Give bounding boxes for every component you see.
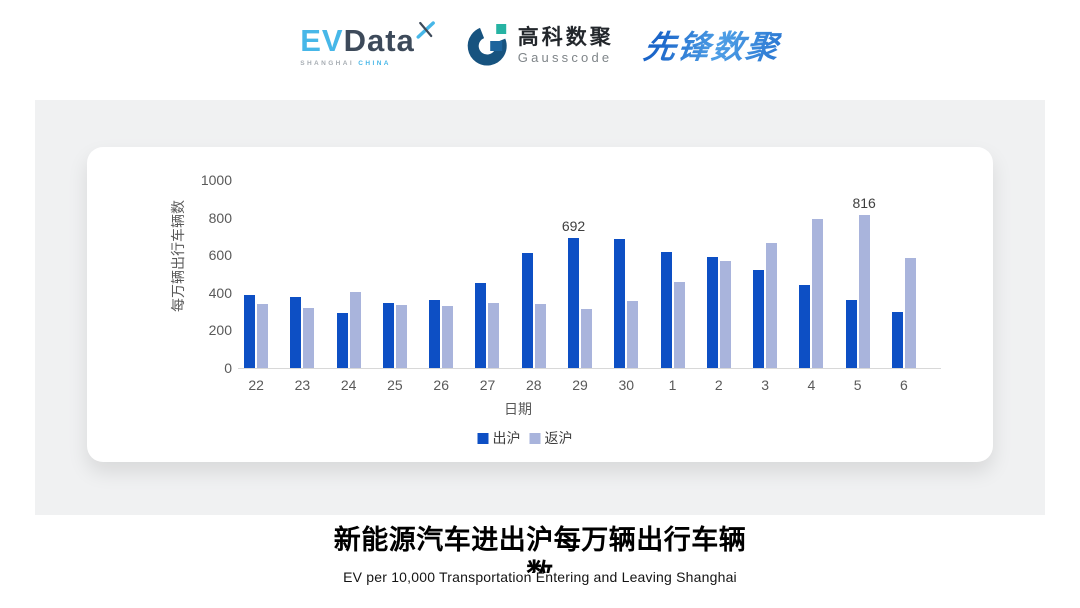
x-tick-label: 30 xyxy=(618,377,635,393)
evdata-wordmark: EV Data xyxy=(300,20,435,58)
x-axis-line xyxy=(238,368,941,369)
gausscode-g-icon xyxy=(467,24,507,66)
bar-返沪-26 xyxy=(442,305,454,368)
evdata-shanghai-text: SHANGHAI xyxy=(300,59,355,67)
bar-返沪-27 xyxy=(488,302,500,368)
legend-item-出沪: 出沪 xyxy=(477,428,521,448)
bar-返沪-2 xyxy=(719,261,731,368)
x-tick-label: 5 xyxy=(853,377,862,393)
y-tick-label: 600 xyxy=(208,247,232,264)
bar-出沪-26 xyxy=(429,299,441,368)
x-tick-label: 6 xyxy=(900,377,908,393)
gausscode-logo: 高科数聚 Gausscode xyxy=(465,23,614,67)
x-tick-label: 29 xyxy=(572,377,588,393)
legend-item-返沪: 返沪 xyxy=(529,428,573,448)
bar-出沪-2 xyxy=(706,257,718,368)
bar-返沪-28 xyxy=(534,304,546,368)
x-tick-label: 25 xyxy=(387,377,403,393)
logo-row: EV Data SHANGHAI CHINA 高科数聚 Gausscode xyxy=(300,20,783,68)
bar-返沪-22 xyxy=(257,304,269,368)
legend-label: 出沪 xyxy=(492,430,521,446)
evdata-data-text: Data xyxy=(343,22,415,58)
legend-swatch-icon xyxy=(477,432,489,444)
gausscode-text: 高科数聚 Gausscode xyxy=(518,26,614,65)
bar-出沪-4 xyxy=(799,285,811,368)
bar-出沪-5 xyxy=(845,300,857,368)
bar-出沪-25 xyxy=(382,302,394,368)
bar-出沪-27 xyxy=(475,283,487,368)
sparkle-x-icon xyxy=(416,20,435,39)
bar-出沪-30 xyxy=(614,239,626,368)
legend-label: 返沪 xyxy=(544,430,573,446)
chart-legend: 出沪 返沪 xyxy=(477,428,573,448)
x-tick-label: 22 xyxy=(248,377,264,393)
y-tick-label: 800 xyxy=(208,209,232,226)
chart-subtitle: EV per 10,000 Transportation Entering an… xyxy=(343,569,737,585)
bar-返沪-24 xyxy=(349,292,361,368)
bar-返沪-1 xyxy=(673,282,685,368)
bar-返沪-6 xyxy=(904,257,916,368)
bar-返沪-5 xyxy=(858,214,870,368)
bar-出沪-28 xyxy=(521,252,533,368)
evdata-china-text: CHINA xyxy=(358,59,391,67)
evdata-subtext: SHANGHAI CHINA xyxy=(300,60,391,67)
xianfeng-logo: 先锋数聚 xyxy=(641,22,783,68)
y-tick-label: 0 xyxy=(224,360,232,376)
x-tick-label: 26 xyxy=(433,377,449,393)
x-axis-title: 日期 xyxy=(504,401,532,417)
evdata-logo: EV Data SHANGHAI CHINA xyxy=(300,20,435,67)
x-tick-label: 1 xyxy=(668,377,677,393)
bar-出沪-1 xyxy=(660,252,672,368)
bar-返沪-29 xyxy=(581,308,593,368)
x-tick-label: 3 xyxy=(761,377,769,393)
evdata-ev-text: EV xyxy=(300,22,344,58)
y-axis-title: 每万辆出行车辆数 xyxy=(170,200,186,312)
x-tick-label: 4 xyxy=(807,377,816,393)
value-label-692: 692 xyxy=(561,217,586,234)
value-label-816: 816 xyxy=(852,194,876,211)
bar-返沪-30 xyxy=(627,301,639,368)
x-tick-label: 27 xyxy=(479,377,496,393)
chart-main-title: 新能源汽车进出沪每万辆出行车辆数 xyxy=(333,525,747,573)
bar-出沪-3 xyxy=(753,270,765,368)
gausscode-cn-text: 高科数聚 xyxy=(517,25,614,49)
bar-出沪-22 xyxy=(244,294,256,368)
x-tick-label: 28 xyxy=(525,377,542,393)
x-tick-label: 24 xyxy=(340,377,357,393)
bar-返沪-4 xyxy=(812,219,824,368)
y-tick-label: 1000 xyxy=(200,172,232,188)
bar-出沪-6 xyxy=(891,311,903,368)
x-tick-label: 23 xyxy=(294,377,311,393)
bar-返沪-3 xyxy=(766,242,778,368)
bar-出沪-23 xyxy=(290,296,302,368)
y-tick-label: 200 xyxy=(208,322,232,339)
gausscode-en-text: Gausscode xyxy=(517,49,613,65)
bar-返沪-25 xyxy=(395,304,407,368)
y-tick-label: 400 xyxy=(208,284,232,301)
bar-出沪-24 xyxy=(336,312,348,368)
legend-swatch-icon xyxy=(529,432,541,444)
bar-出沪-29 xyxy=(568,237,580,368)
x-tick-label: 2 xyxy=(714,377,723,393)
bar-返沪-23 xyxy=(303,307,315,368)
